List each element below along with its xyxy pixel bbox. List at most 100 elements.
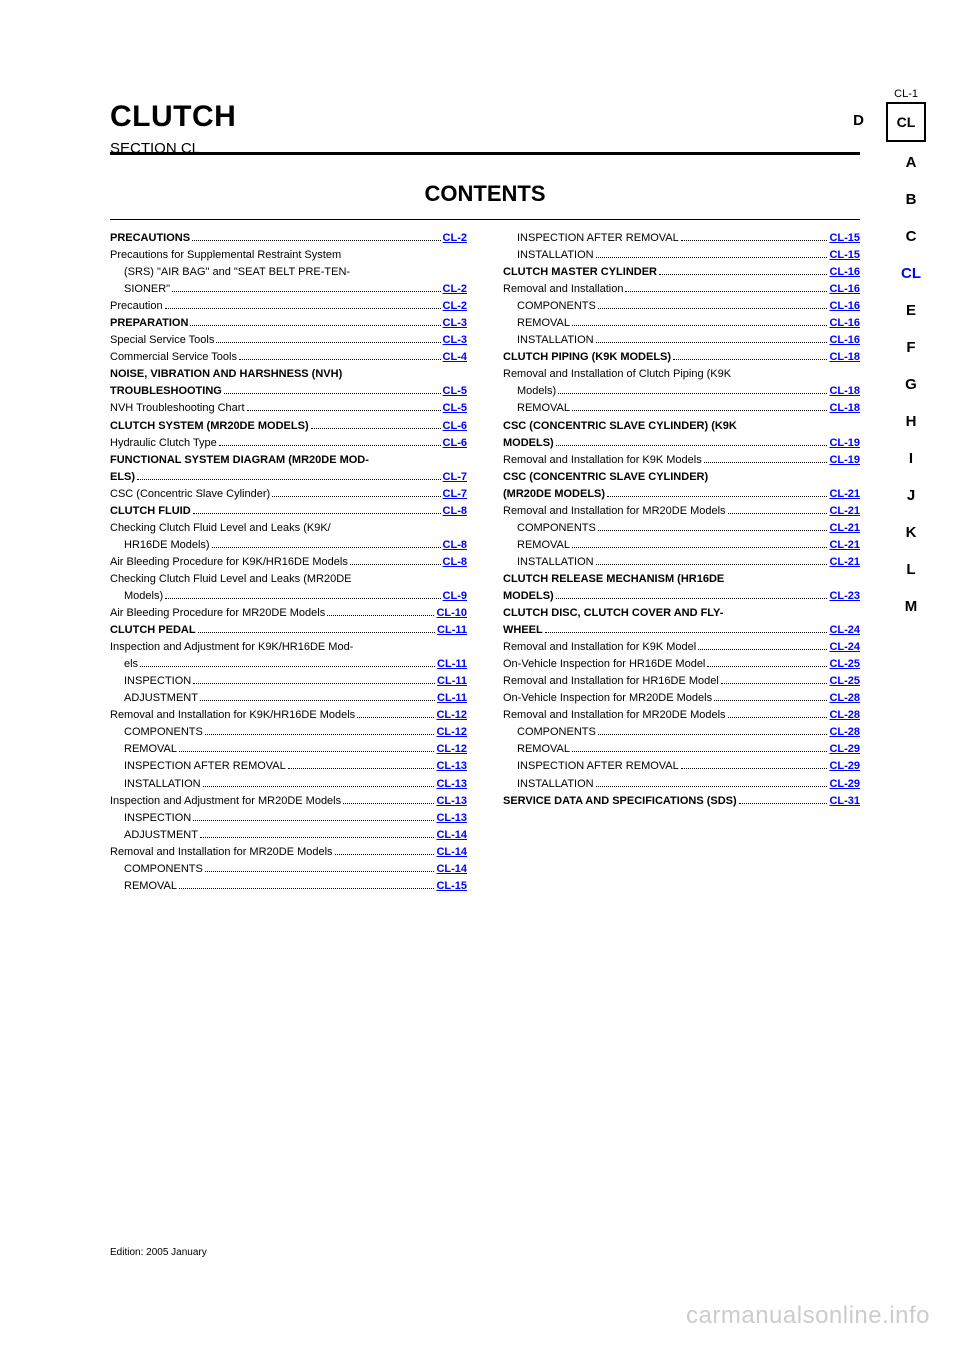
- toc-page-link[interactable]: CL-2: [443, 281, 467, 298]
- toc-page-link[interactable]: CL-2: [443, 230, 467, 247]
- toc-page-link[interactable]: CL-14: [436, 844, 467, 861]
- toc-page-link[interactable]: CL-18: [829, 349, 860, 366]
- toc-row: INSPECTION AFTER REMOVAL CL-15: [503, 230, 860, 247]
- toc-dots: [350, 564, 441, 565]
- toc-page-link[interactable]: CL-28: [829, 707, 860, 724]
- toc-page-link[interactable]: CL-25: [829, 673, 860, 690]
- toc-page-link[interactable]: CL-24: [829, 639, 860, 656]
- toc-page-link[interactable]: CL-21: [829, 554, 860, 571]
- toc-dots: [193, 820, 434, 821]
- toc-page-link[interactable]: CL-29: [829, 741, 860, 758]
- toc-page-link[interactable]: CL-15: [829, 247, 860, 264]
- toc-page-link[interactable]: CL-7: [443, 486, 467, 503]
- toc-page-link[interactable]: CL-10: [436, 605, 467, 622]
- toc-dots: [598, 308, 828, 309]
- toc-page-link[interactable]: CL-11: [437, 656, 467, 673]
- side-tab-cl[interactable]: CL: [896, 266, 926, 281]
- toc-page-link[interactable]: CL-14: [436, 861, 467, 878]
- side-tab-e[interactable]: E: [896, 303, 926, 318]
- toc-label: COMPONENTS: [503, 724, 596, 741]
- toc-page-link[interactable]: CL-6: [443, 418, 467, 435]
- toc-row: CSC (CONCENTRIC SLAVE CYLINDER) (K9K: [503, 418, 860, 435]
- toc-row: (MR20DE MODELS)CL-21: [503, 486, 860, 503]
- toc-label: NOISE, VIBRATION AND HARSHNESS (NVH): [110, 366, 342, 383]
- toc-dots: [681, 240, 828, 241]
- toc-label: FUNCTIONAL SYSTEM DIAGRAM (MR20DE MOD-: [110, 452, 369, 469]
- toc-page-link[interactable]: CL-2: [443, 298, 467, 315]
- toc-page-link[interactable]: CL-21: [829, 486, 860, 503]
- side-tab-k[interactable]: K: [896, 525, 926, 540]
- toc-label: INSPECTION AFTER REMOVAL: [503, 230, 679, 247]
- toc-label: Precaution: [110, 298, 163, 315]
- side-tab-f[interactable]: F: [896, 340, 926, 355]
- toc-page-link[interactable]: CL-5: [443, 400, 467, 417]
- toc-label: Removal and Installation for K9K Model: [503, 639, 696, 656]
- toc-label: INSTALLATION: [503, 554, 594, 571]
- toc-page-link[interactable]: CL-18: [829, 400, 860, 417]
- toc-page-link[interactable]: CL-3: [443, 315, 467, 332]
- toc-page-link[interactable]: CL-16: [829, 264, 860, 281]
- toc-page-link[interactable]: CL-25: [829, 656, 860, 673]
- side-tab-a[interactable]: A: [896, 155, 926, 170]
- toc-page-link[interactable]: CL-31: [829, 793, 860, 810]
- toc-page-link[interactable]: CL-4: [443, 349, 467, 366]
- toc-dots: [137, 479, 440, 480]
- toc-page-link[interactable]: CL-8: [443, 554, 467, 571]
- toc-page-link[interactable]: CL-5: [443, 383, 467, 400]
- toc-page-link[interactable]: CL-21: [829, 520, 860, 537]
- toc-page-link[interactable]: CL-11: [437, 673, 467, 690]
- toc-page-link[interactable]: CL-19: [829, 452, 860, 469]
- toc-page-link[interactable]: CL-13: [436, 776, 467, 793]
- toc-label: Models): [110, 588, 163, 605]
- toc-page-link[interactable]: CL-16: [829, 298, 860, 315]
- toc-page-link[interactable]: CL-8: [443, 537, 467, 554]
- toc-page-link[interactable]: CL-14: [436, 827, 467, 844]
- side-tab-j[interactable]: J: [896, 488, 926, 503]
- toc-page-link[interactable]: CL-15: [436, 878, 467, 895]
- toc-page-link[interactable]: CL-16: [829, 315, 860, 332]
- side-tab-i[interactable]: I: [896, 451, 926, 466]
- toc-page-link[interactable]: CL-21: [829, 537, 860, 554]
- toc-page-link[interactable]: CL-28: [829, 724, 860, 741]
- side-tab-l[interactable]: L: [896, 562, 926, 577]
- toc-page-link[interactable]: CL-13: [436, 810, 467, 827]
- side-tab-b[interactable]: B: [896, 192, 926, 207]
- toc-page-link[interactable]: CL-6: [443, 435, 467, 452]
- side-tab-c[interactable]: C: [896, 229, 926, 244]
- toc-page-link[interactable]: CL-3: [443, 332, 467, 349]
- manual-page: CL-1 D CL ABCCLEFGHIJKLM CLUTCH SECTION …: [0, 0, 960, 1358]
- toc-page-link[interactable]: CL-29: [829, 758, 860, 775]
- toc-page-link[interactable]: CL-24: [829, 622, 860, 639]
- toc-row: INSTALLATIONCL-13: [110, 776, 467, 793]
- toc-page-link[interactable]: CL-29: [829, 776, 860, 793]
- toc-label: WHEEL: [503, 622, 543, 639]
- side-tab-h[interactable]: H: [896, 414, 926, 429]
- toc-page-link[interactable]: CL-15: [829, 230, 860, 247]
- toc-page-link[interactable]: CL-13: [436, 758, 467, 775]
- toc-page-link[interactable]: CL-21: [829, 503, 860, 520]
- toc-page-link[interactable]: CL-12: [436, 724, 467, 741]
- toc-page-link[interactable]: CL-12: [436, 707, 467, 724]
- toc-page-link[interactable]: CL-28: [829, 690, 860, 707]
- toc-page-link[interactable]: CL-7: [443, 469, 467, 486]
- toc-label: (SRS) "AIR BAG" and "SEAT BELT PRE-TEN-: [110, 264, 350, 281]
- toc-page-link[interactable]: CL-16: [829, 332, 860, 349]
- toc-dots: [165, 598, 440, 599]
- toc-page-link[interactable]: CL-11: [437, 622, 467, 639]
- toc-page-link[interactable]: CL-18: [829, 383, 860, 400]
- toc-dots: [572, 547, 827, 548]
- toc-page-link[interactable]: CL-9: [443, 588, 467, 605]
- side-tab-m[interactable]: M: [896, 599, 926, 614]
- side-tab-g[interactable]: G: [896, 377, 926, 392]
- toc-page-link[interactable]: CL-13: [436, 793, 467, 810]
- toc-page-link[interactable]: CL-12: [436, 741, 467, 758]
- toc-row: REMOVALCL-12: [110, 741, 467, 758]
- toc-page-link[interactable]: CL-23: [829, 588, 860, 605]
- toc-row: REMOVALCL-18: [503, 400, 860, 417]
- toc-page-link[interactable]: CL-11: [437, 690, 467, 707]
- toc-page-link[interactable]: CL-19: [829, 435, 860, 452]
- toc-page-link[interactable]: CL-16: [829, 281, 860, 298]
- toc-row: Removal and Installation for K9K ModelsC…: [503, 452, 860, 469]
- toc-page-link[interactable]: CL-8: [443, 503, 467, 520]
- toc-row: CSC (CONCENTRIC SLAVE CYLINDER): [503, 469, 860, 486]
